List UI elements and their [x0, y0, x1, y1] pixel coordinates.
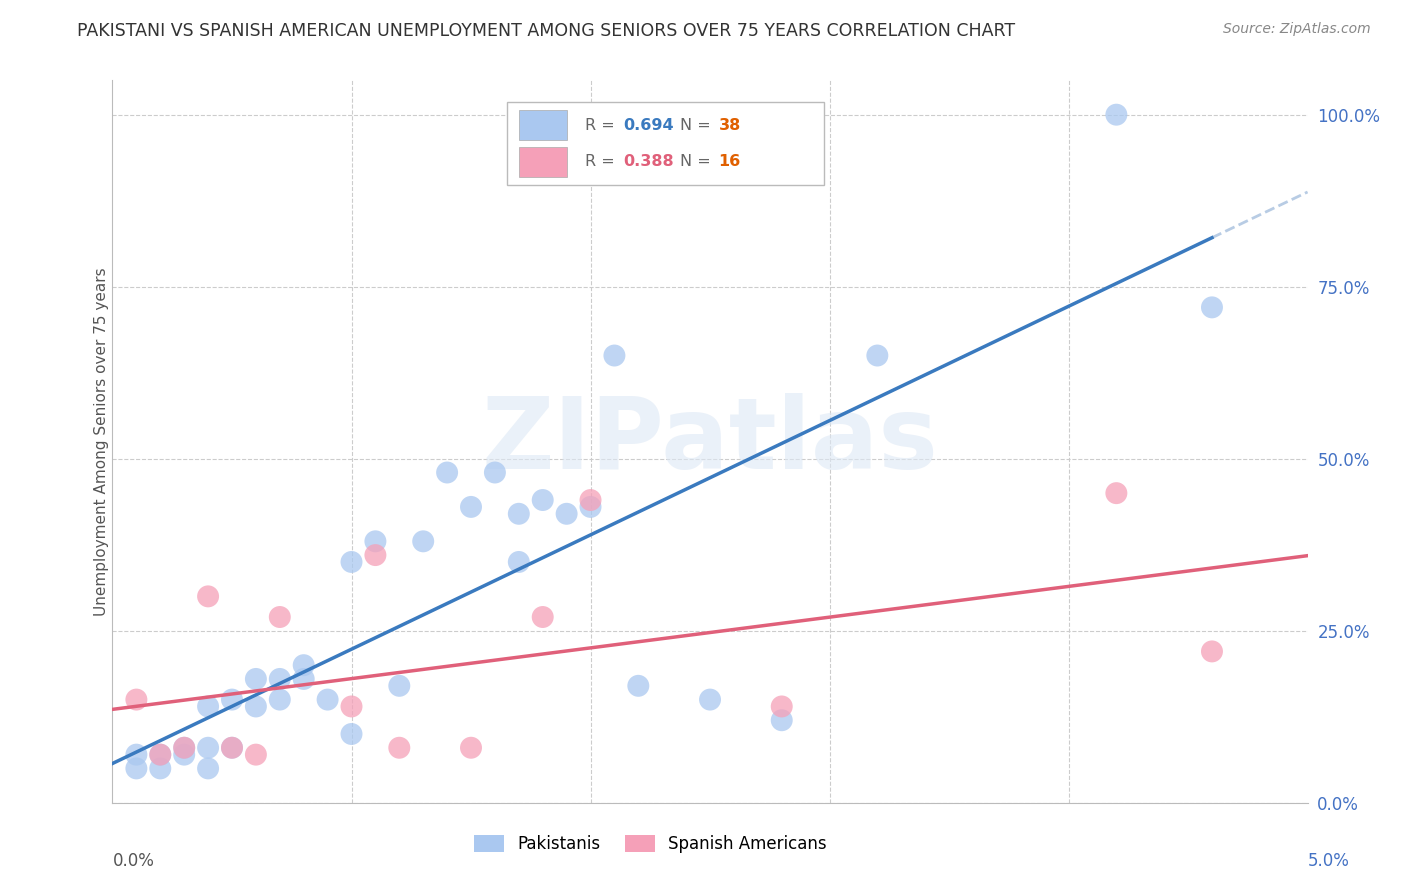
- Text: 38: 38: [718, 118, 741, 133]
- Point: [460, 740, 482, 755]
- Point: [508, 507, 530, 521]
- Text: R =: R =: [585, 154, 620, 169]
- Point: [292, 658, 315, 673]
- Point: [770, 713, 793, 727]
- FancyBboxPatch shape: [519, 110, 567, 140]
- Point: [125, 761, 148, 775]
- Point: [1105, 486, 1128, 500]
- Point: [221, 692, 243, 706]
- Point: [866, 349, 889, 363]
- Point: [197, 699, 219, 714]
- Legend: Pakistanis, Spanish Americans: Pakistanis, Spanish Americans: [467, 828, 834, 860]
- Point: [269, 672, 291, 686]
- Text: PAKISTANI VS SPANISH AMERICAN UNEMPLOYMENT AMONG SENIORS OVER 75 YEARS CORRELATI: PAKISTANI VS SPANISH AMERICAN UNEMPLOYME…: [77, 22, 1015, 40]
- Point: [1201, 301, 1223, 315]
- Point: [316, 692, 339, 706]
- Point: [508, 555, 530, 569]
- Text: 16: 16: [718, 154, 741, 169]
- Point: [269, 610, 291, 624]
- Point: [579, 493, 602, 508]
- Point: [340, 699, 363, 714]
- Point: [173, 740, 195, 755]
- Point: [245, 747, 267, 762]
- Point: [269, 692, 291, 706]
- Point: [221, 740, 243, 755]
- Text: 0.0%: 0.0%: [112, 852, 155, 870]
- Point: [245, 699, 267, 714]
- Point: [221, 740, 243, 755]
- Point: [197, 590, 219, 604]
- Point: [555, 507, 578, 521]
- Point: [245, 672, 267, 686]
- Point: [340, 727, 363, 741]
- Point: [579, 500, 602, 514]
- Point: [173, 740, 195, 755]
- Point: [125, 747, 148, 762]
- Point: [460, 500, 482, 514]
- Point: [770, 699, 793, 714]
- Text: ZIPatlas: ZIPatlas: [482, 393, 938, 490]
- Point: [149, 761, 172, 775]
- Point: [699, 692, 721, 706]
- Point: [292, 672, 315, 686]
- Point: [149, 747, 172, 762]
- Point: [197, 740, 219, 755]
- Point: [149, 747, 172, 762]
- Point: [436, 466, 458, 480]
- Point: [627, 679, 650, 693]
- Point: [531, 610, 554, 624]
- Y-axis label: Unemployment Among Seniors over 75 years: Unemployment Among Seniors over 75 years: [94, 268, 108, 615]
- Point: [412, 534, 434, 549]
- Point: [603, 349, 626, 363]
- Text: N =: N =: [681, 154, 716, 169]
- Point: [388, 679, 411, 693]
- Point: [1201, 644, 1223, 658]
- Point: [125, 692, 148, 706]
- FancyBboxPatch shape: [508, 102, 824, 185]
- Point: [364, 548, 387, 562]
- Point: [197, 761, 219, 775]
- Point: [484, 466, 506, 480]
- Text: 0.694: 0.694: [623, 118, 673, 133]
- Text: 5.0%: 5.0%: [1308, 852, 1350, 870]
- Text: N =: N =: [681, 118, 716, 133]
- Text: R =: R =: [585, 118, 620, 133]
- Text: Source: ZipAtlas.com: Source: ZipAtlas.com: [1223, 22, 1371, 37]
- Point: [340, 555, 363, 569]
- FancyBboxPatch shape: [519, 146, 567, 177]
- Point: [531, 493, 554, 508]
- Text: 0.388: 0.388: [623, 154, 673, 169]
- Point: [364, 534, 387, 549]
- Point: [388, 740, 411, 755]
- Point: [1105, 108, 1128, 122]
- Point: [173, 747, 195, 762]
